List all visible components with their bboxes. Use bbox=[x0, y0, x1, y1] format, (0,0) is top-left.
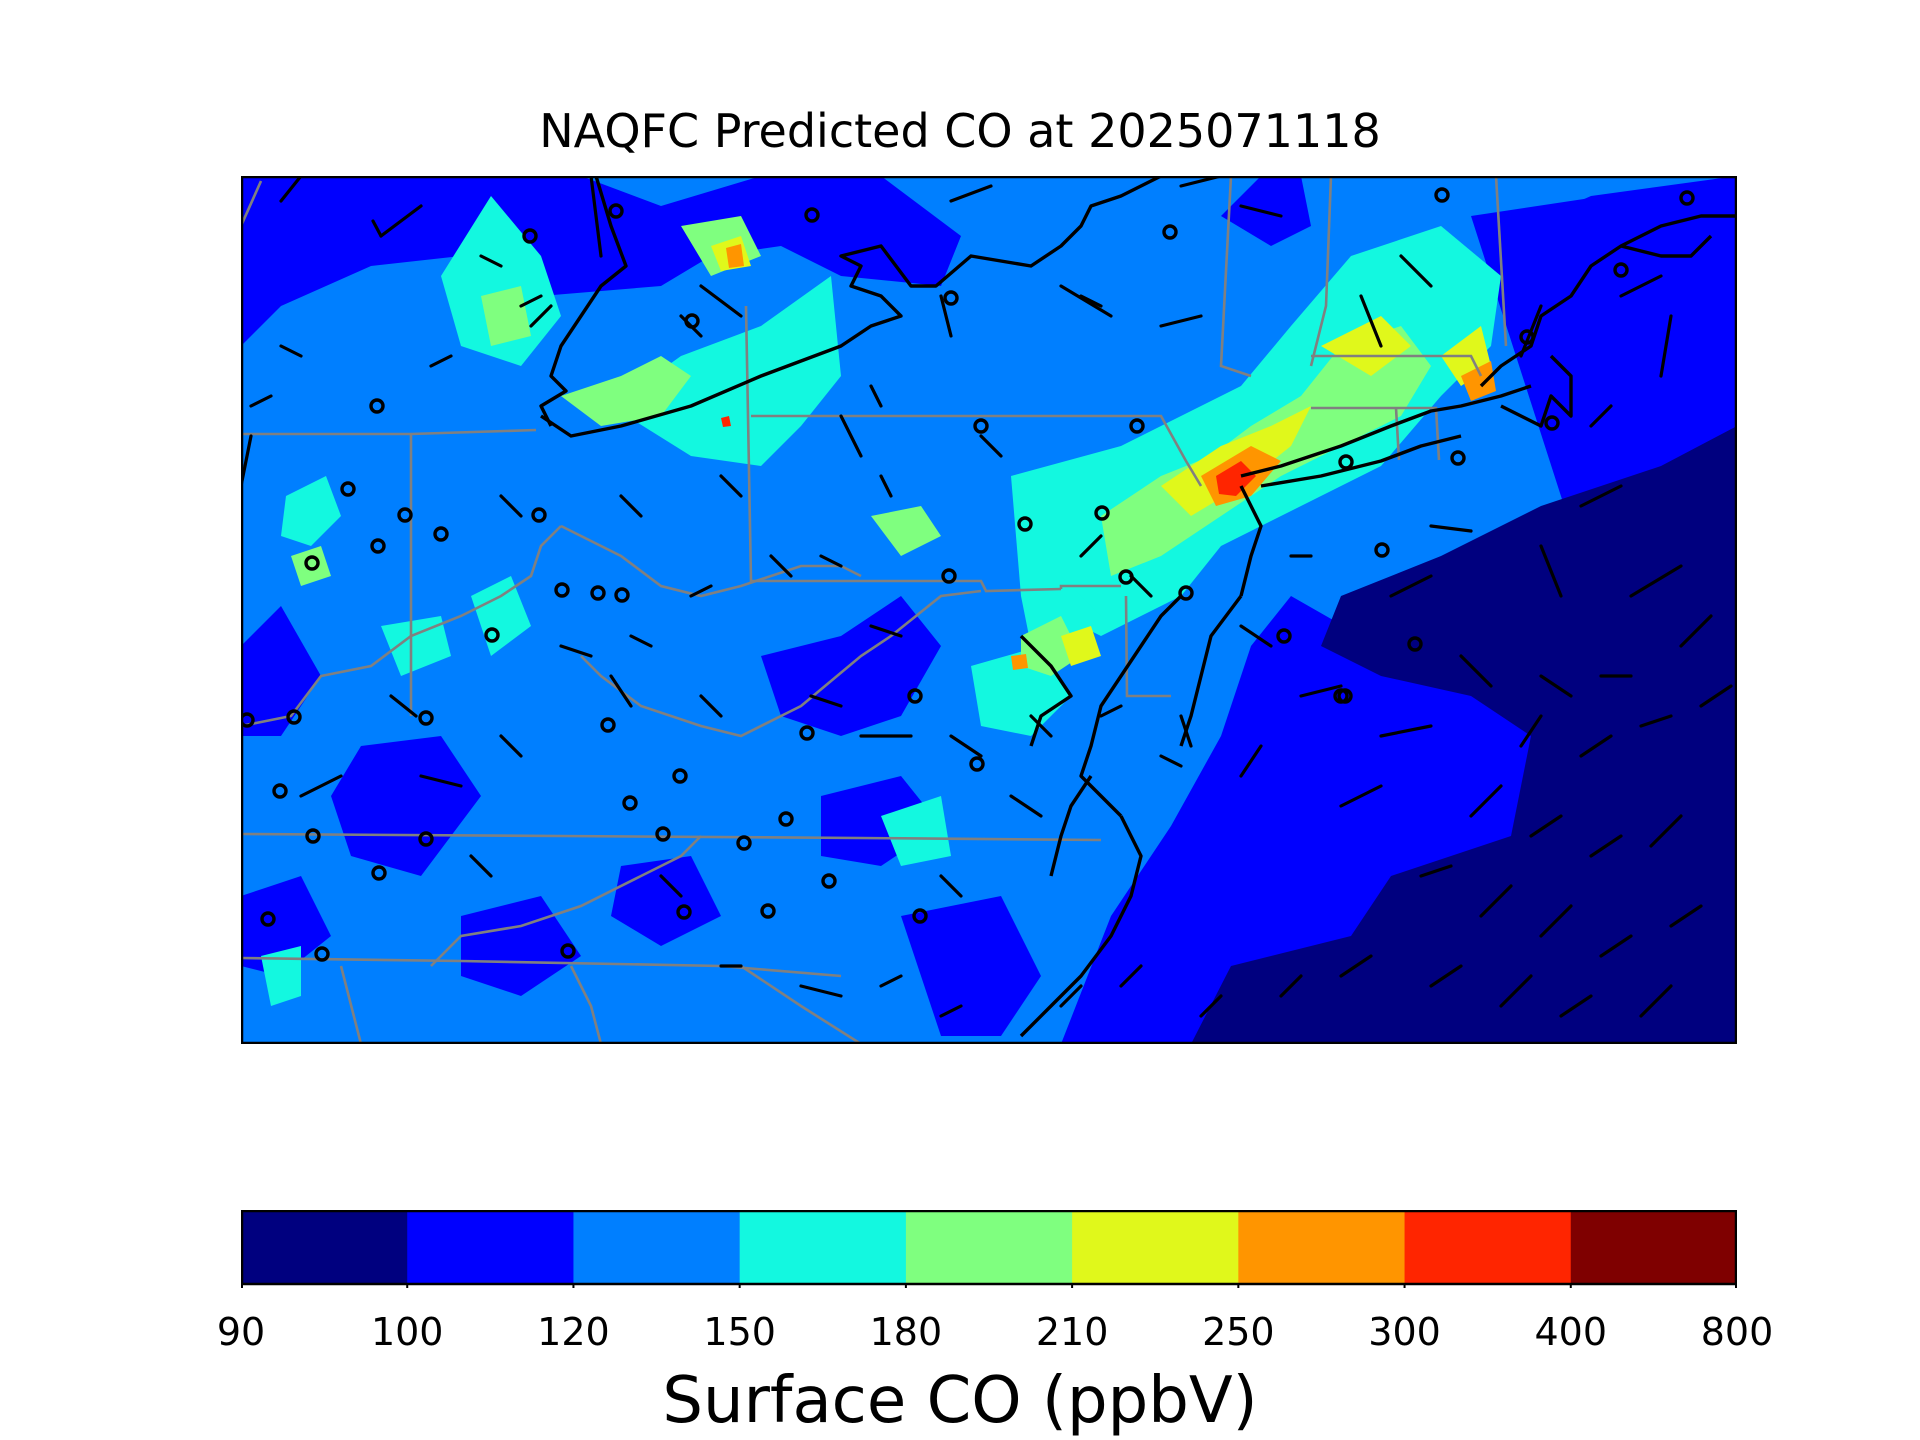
colorbar-tick-label: 180 bbox=[869, 1310, 943, 1354]
colorbar-tick-label: 90 bbox=[216, 1310, 266, 1354]
colorbar-segment bbox=[1072, 1210, 1239, 1284]
colorbar-tick-label: 150 bbox=[703, 1310, 776, 1354]
colorbar-label: Surface CO (ppbV) bbox=[662, 1364, 1258, 1438]
colorbar-segment bbox=[905, 1210, 1073, 1284]
colorbar-tick-label: 120 bbox=[537, 1310, 610, 1354]
map-title: NAQFC Predicted CO at 2025071118 bbox=[539, 104, 1381, 158]
colorbar-segment bbox=[1238, 1210, 1406, 1284]
colorbar-segment bbox=[407, 1210, 574, 1284]
colorbar bbox=[241, 1210, 1737, 1288]
colorbar-frame bbox=[241, 1210, 1737, 1286]
co-field-300-400 bbox=[721, 416, 1256, 496]
coastlines bbox=[539, 176, 1737, 1038]
state-boundaries bbox=[241, 176, 1508, 1044]
colorbar-tick-label: 210 bbox=[1035, 1310, 1109, 1354]
colorbar-segment bbox=[241, 1210, 408, 1284]
co-field-90-100 bbox=[1191, 426, 1737, 1044]
colorbar-tick-label: 300 bbox=[1368, 1310, 1441, 1354]
map-frame bbox=[241, 176, 1737, 1044]
observation-site-markers bbox=[241, 187, 1695, 962]
colorbar-tick-label: 250 bbox=[1202, 1310, 1275, 1354]
colorbar-segment bbox=[1404, 1210, 1572, 1284]
colorbar-tick-label: 100 bbox=[370, 1310, 444, 1354]
co-map bbox=[241, 176, 1737, 1044]
wind-barbs bbox=[241, 176, 1733, 1018]
colorbar-tick-label: 800 bbox=[1700, 1310, 1774, 1354]
colorbar-tick-label: 400 bbox=[1534, 1310, 1608, 1354]
colorbar-segment bbox=[573, 1210, 741, 1284]
colorbar-segment bbox=[1570, 1210, 1737, 1284]
colorbar-segment bbox=[739, 1210, 907, 1284]
